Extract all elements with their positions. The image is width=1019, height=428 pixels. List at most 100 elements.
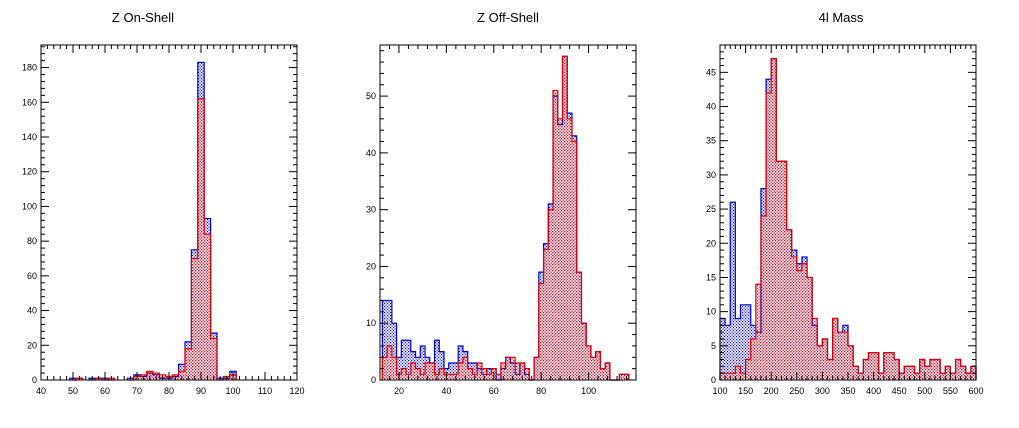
histogram-bin <box>853 366 859 380</box>
histogram-bin <box>894 359 900 380</box>
panel-z-onshell: Z On-Shell 40 50 60 70 80 90 100 110 120 0 20 40 60 80… <box>0 0 339 428</box>
histogram-bin <box>771 58 777 381</box>
histogram-bin <box>817 345 823 380</box>
series-blue <box>69 61 237 381</box>
histogram-bin <box>429 362 435 380</box>
histogram-bin <box>439 368 444 380</box>
histogram-bin <box>595 351 601 380</box>
histogram-bin <box>827 359 833 380</box>
y-tick-label: 15 <box>706 272 716 282</box>
y-tick-label: 30 <box>366 205 376 215</box>
x-tick-label: 90 <box>196 386 206 396</box>
histogram-bin <box>848 345 854 380</box>
y-tick-label: 35 <box>706 136 716 146</box>
histogram-bin <box>955 359 961 380</box>
histogram-bin <box>832 318 838 380</box>
histogram-bin <box>410 362 416 380</box>
x-tick-label: 450 <box>892 386 907 396</box>
y-tick-label: 0 <box>371 375 376 385</box>
histogram-outline <box>381 55 630 381</box>
histogram-bin <box>415 368 421 380</box>
histogram-bin <box>553 90 558 380</box>
histogram-bin <box>740 373 746 380</box>
y-tick-label: 140 <box>22 132 37 142</box>
x-tick-label: 350 <box>840 386 855 396</box>
histogram-bin <box>720 318 726 380</box>
histogram-bin <box>590 357 596 380</box>
y-tick-label: 10 <box>366 318 376 328</box>
histogram-bin <box>909 366 915 380</box>
y-tick-label: 40 <box>27 306 37 316</box>
histogram-bin <box>439 351 444 380</box>
x-tick-label: 200 <box>764 386 779 396</box>
histogram-bin <box>434 340 440 380</box>
histogram-bin <box>960 366 966 380</box>
y-tick-label: 100 <box>22 201 37 211</box>
histogram-bin <box>210 338 217 380</box>
histogram-bin <box>720 373 726 380</box>
histogram-bin <box>496 374 501 380</box>
histogram-bin <box>796 270 802 380</box>
histogram-bin <box>858 373 864 380</box>
histogram-bin <box>425 362 430 380</box>
histogram-bin <box>842 332 848 380</box>
histogram-bin <box>586 345 591 380</box>
x-tick-label: 500 <box>917 386 932 396</box>
histogram-bin <box>745 304 751 380</box>
x-tick-label: 80 <box>536 386 546 396</box>
x-tick-label: 250 <box>789 386 804 396</box>
histogram-bin <box>919 359 925 380</box>
x-tick-label: 80 <box>164 386 174 396</box>
x-tick-label: 50 <box>68 386 78 396</box>
chart-title: Z On-Shell <box>112 10 174 25</box>
y-tick-label: 45 <box>706 67 716 77</box>
x-tick-label: 120 <box>289 386 304 396</box>
histogram-bin <box>500 362 506 380</box>
histogram-bin <box>572 141 577 380</box>
histogram-bin <box>453 362 459 380</box>
histogram-bin <box>935 359 941 380</box>
plot-frame <box>379 44 637 381</box>
histogram-bin <box>940 373 946 380</box>
x-tick-label: 100 <box>581 386 596 396</box>
x-tick-label: 400 <box>866 386 881 396</box>
histogram-bin <box>391 323 397 380</box>
histogram-bin <box>146 371 153 380</box>
histogram-bin <box>519 362 525 380</box>
histogram-bin <box>735 318 741 380</box>
histogram-bin <box>204 234 211 380</box>
histogram-bin <box>548 209 554 380</box>
histogram-bin <box>605 362 610 380</box>
histogram-bin <box>750 338 756 380</box>
histogram-bin <box>725 325 731 380</box>
histogram-bin <box>481 368 487 380</box>
histogram-bin <box>557 118 563 380</box>
histogram-bin <box>868 352 874 380</box>
histogram-bin <box>387 300 392 380</box>
histogram-outline <box>381 55 630 381</box>
histogram-bin <box>801 263 808 380</box>
histogram-bin <box>730 373 736 380</box>
histogram-bin <box>766 92 772 380</box>
histogram-bin <box>387 345 392 380</box>
histogram-bin <box>510 357 516 380</box>
x-tick-label: 100 <box>712 386 727 396</box>
histogram-z-onshell: Z On-Shell 40 50 60 70 80 90 100 110 120 0 20 40 60 80… <box>22 10 305 396</box>
y-tick-label: 40 <box>366 148 376 158</box>
histogram-bin <box>185 348 192 380</box>
x-tick-label: 40 <box>36 386 46 396</box>
x-tick-label: 60 <box>489 386 499 396</box>
histogram-bin <box>791 256 797 380</box>
x-tick-label: 100 <box>225 386 240 396</box>
histogram-bin <box>899 373 905 380</box>
histogram-bin <box>725 373 731 380</box>
x-tick-label: 550 <box>943 386 958 396</box>
histogram-bin <box>760 215 767 380</box>
histogram-bin <box>965 373 971 380</box>
histogram-bin <box>914 373 920 380</box>
histogram-bin <box>745 359 751 380</box>
series-red <box>719 58 977 381</box>
histogram-bin <box>945 366 951 380</box>
series-blue <box>381 55 630 381</box>
histogram-bin <box>178 371 185 380</box>
